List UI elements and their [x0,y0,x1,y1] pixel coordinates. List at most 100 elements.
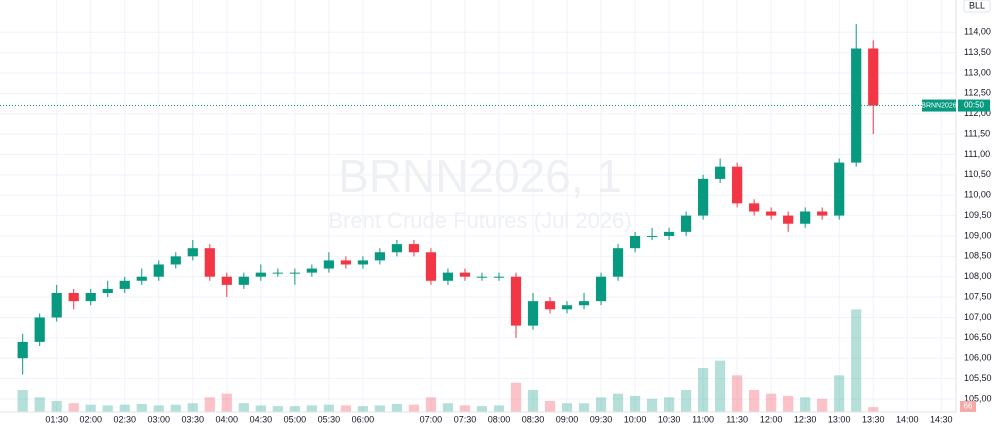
volume-bar [34,397,45,412]
candle-body [272,272,283,274]
x-tick-label: 13:30 [862,414,885,424]
y-tick-label: 107,00 [964,312,992,322]
candle-body [51,293,62,318]
x-tick-label: 07:00 [420,414,443,424]
candle-body [306,268,317,273]
x-tick-label: 13:00 [828,414,851,424]
candle-body [629,235,641,249]
last-price-tag [922,99,956,112]
y-tick-label: 105,00 [964,393,992,403]
watermark-subtitle: Brent Crude Futures (Jul 2026) [328,208,631,233]
y-tick-label: 106,00 [964,353,992,363]
y-tick-label: 108,00 [964,271,992,281]
x-tick-label: 14:30 [930,414,953,424]
x-tick-label: 05:00 [284,414,307,424]
y-tick-label: 109,00 [964,230,992,240]
candle-body [646,235,658,237]
candle-body [102,288,113,294]
x-tick-label: 08:30 [522,414,545,424]
symbol-button-label[interactable]: BLL [969,0,985,10]
candle-body [238,276,249,285]
x-tick-label: 11:00 [692,414,714,424]
volume-bar [408,404,420,412]
candle-body [357,260,368,265]
volume-bar [817,398,828,412]
candle-body [68,293,79,302]
volume-label: 66 [964,402,973,411]
volume-bar [357,406,368,412]
y-tick-label: 112,50 [964,88,991,98]
candle-body [868,48,879,106]
candle-body [374,252,386,261]
candle-body [749,203,760,212]
volume-bar [85,404,96,412]
volume-bar [272,406,283,412]
candle-body [442,272,454,281]
candle-body [698,178,709,216]
volume-bar [629,395,641,412]
candle-body [425,252,437,281]
symbol-button[interactable] [963,0,991,13]
y-tick-label: 111,00 [964,149,990,159]
y-tick-label: 110,50 [964,169,991,179]
volume-bar [834,375,845,412]
candle-body [527,301,539,326]
volume-bar [612,393,624,412]
candle-body [544,301,556,310]
y-tick-label: 113,50 [964,47,991,57]
y-tick-label: 108,50 [964,251,992,261]
x-tick-label: 12:30 [794,414,817,424]
volume-bar [510,382,522,412]
x-tick-label: 07:30 [454,414,477,424]
volume-bar [153,405,164,412]
volume-bar [749,390,760,412]
x-tick-label: 03:30 [182,414,205,424]
candle-body [783,215,794,224]
candle-body [153,264,164,277]
y-tick-label: 110,00 [964,190,991,200]
candle-body [136,276,147,281]
volume-bar [663,397,675,412]
x-tick-label: 08:00 [488,414,511,424]
volume-bar [119,404,130,412]
candle-body [119,280,130,289]
x-tick-label: 02:00 [79,414,102,424]
y-tick-label: 114,00 [964,27,991,37]
candle-body [510,276,522,326]
axes: 105,00 105,50 106,00 106,50 107,00 107,50 108,… [45,27,991,425]
candle-body [834,162,845,216]
volume-bar [476,406,488,412]
candle-body [17,341,28,359]
volume-bar [306,405,317,412]
candle-body [391,244,403,253]
x-tick-label: 02:30 [113,414,136,424]
volume-bar [425,397,437,412]
candle-body [289,272,300,274]
y-tick-label: 113,00 [964,67,991,77]
volume-bar [442,403,454,412]
grid [0,0,956,412]
volume-bar [204,397,215,412]
volume-bar [323,404,334,412]
volume-bar [493,405,505,412]
candle-body [340,260,351,265]
candle-body [595,276,607,302]
volume-bar [17,390,28,412]
volume-bar [851,309,862,412]
candle-body [817,211,828,216]
volume-bar [170,404,181,412]
volume-bar [868,407,879,412]
x-tick-label: 14:00 [896,414,919,424]
candle-body [476,276,488,278]
volume-bar [783,395,794,412]
candle-body [766,211,777,216]
candle-body [800,211,811,224]
x-tick-label: 10:30 [658,414,681,424]
volume-bar [544,401,556,412]
candle-body [851,48,862,163]
candle-body [34,317,45,342]
volume-bar [102,405,113,412]
candle-body [408,244,420,253]
countdown-tag [958,99,990,112]
